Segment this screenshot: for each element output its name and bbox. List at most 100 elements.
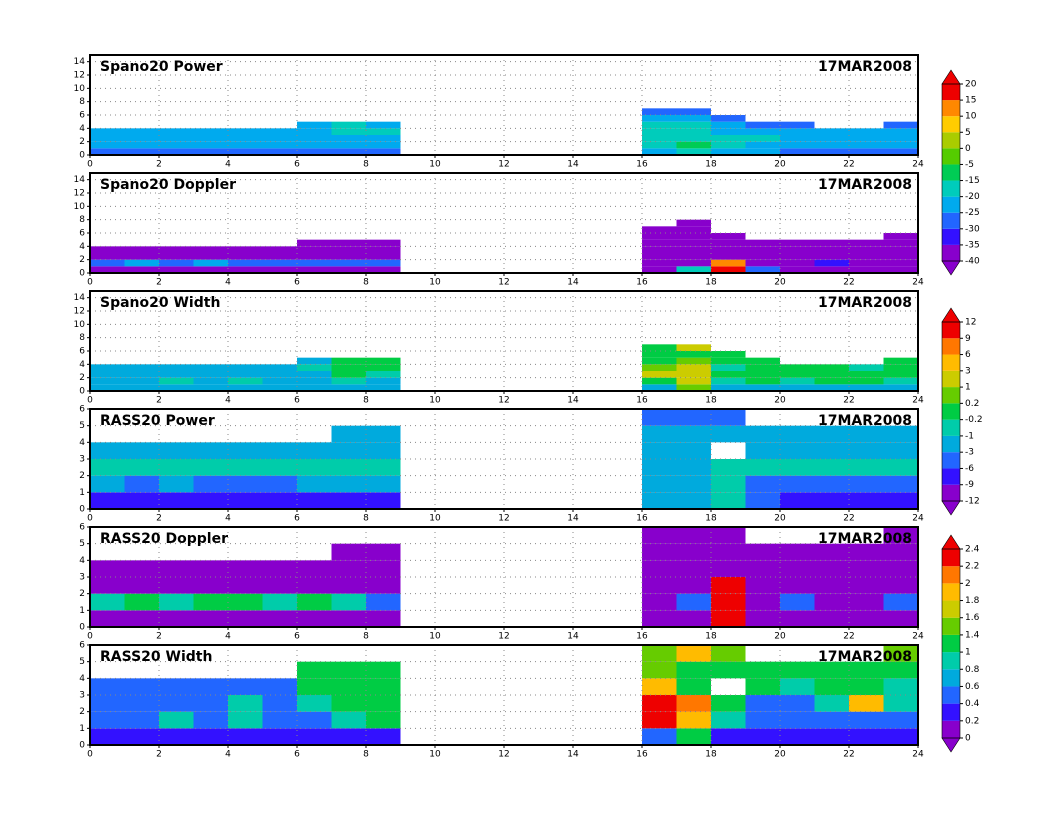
heat-cell	[711, 492, 746, 509]
colorbar-label: 2	[965, 579, 971, 589]
heat-cell	[780, 560, 815, 577]
heat-cell	[366, 141, 401, 149]
heat-cell	[814, 253, 849, 260]
heat-cell	[711, 593, 746, 611]
y-tick-label: 3	[79, 691, 85, 701]
x-tick-label: 12	[498, 278, 509, 288]
colorbar-segment	[942, 370, 960, 388]
heat-cell	[780, 543, 815, 561]
panel-title: RASS20 Power	[100, 413, 215, 429]
x-tick-label: 6	[294, 750, 300, 760]
x-tick-label: 12	[498, 750, 509, 760]
heat-cell	[711, 239, 746, 247]
x-tick-label: 24	[912, 278, 924, 288]
heat-cell	[124, 259, 159, 267]
heat-cell	[366, 246, 401, 253]
x-tick-label: 18	[705, 160, 717, 170]
heat-cell	[297, 148, 332, 155]
x-tick-label: 6	[294, 632, 300, 642]
heat-cell	[331, 128, 366, 135]
heat-cell	[193, 593, 228, 611]
heat-cell	[331, 593, 366, 611]
heat-cell	[124, 593, 159, 611]
x-tick-label: 16	[636, 750, 648, 760]
heat-cell	[745, 135, 780, 142]
heat-cell	[711, 246, 746, 253]
colorbar-label: -40	[965, 257, 980, 267]
colorbar-segment	[942, 322, 960, 339]
heat-cell	[814, 543, 849, 561]
heat-cell	[883, 475, 918, 493]
heat-cell	[228, 442, 263, 459]
heat-cell	[366, 121, 401, 129]
y-tick-label: 14	[74, 293, 86, 303]
y-tick-label: 8	[79, 97, 85, 107]
colorbar-label: 6	[965, 350, 971, 360]
heat-cell	[676, 344, 711, 351]
heat-cell	[262, 695, 297, 712]
heat-cell	[745, 141, 780, 149]
heat-cell	[849, 695, 884, 712]
colorbar-segment	[942, 116, 960, 133]
heat-cell	[297, 253, 332, 260]
x-tick-label: 4	[225, 278, 231, 288]
heat-cell	[676, 357, 711, 365]
heat-cell	[331, 678, 366, 695]
heat-cell	[642, 475, 677, 493]
heat-cell	[711, 728, 746, 745]
heat-cell	[297, 593, 332, 611]
heat-cell	[297, 377, 332, 385]
heat-cell	[849, 678, 884, 695]
heat-cell	[711, 148, 746, 155]
heat-cell	[297, 695, 332, 712]
heat-cell	[262, 377, 297, 385]
x-tick-label: 18	[705, 632, 717, 642]
heat-cell	[124, 492, 159, 509]
heat-cell	[780, 577, 815, 594]
heat-cell	[780, 377, 815, 385]
y-tick-label: 0	[79, 505, 85, 515]
heat-cell	[297, 560, 332, 577]
heat-cell	[124, 711, 159, 729]
heat-cell	[814, 728, 849, 745]
colorbar-extend	[941, 260, 961, 276]
y-tick-label: 3	[79, 455, 85, 465]
y-tick-label: 1	[79, 606, 85, 616]
heat-cell	[366, 357, 401, 365]
heat-cell	[814, 610, 849, 627]
x-tick-label: 6	[294, 160, 300, 170]
heat-cell	[849, 128, 884, 135]
colorbar-segment	[942, 387, 960, 404]
heat-cell	[676, 246, 711, 253]
heat-cell	[331, 442, 366, 459]
heat-cell	[159, 678, 194, 695]
heat-cell	[331, 577, 366, 594]
heat-cell	[366, 266, 401, 273]
colorbar-frame	[941, 548, 961, 739]
heat-cell	[124, 128, 159, 135]
x-tick-label: 20	[774, 160, 786, 170]
heat-cell	[745, 459, 780, 476]
heat-cell	[745, 239, 780, 247]
heat-cell	[745, 384, 780, 391]
x-tick-label: 16	[636, 160, 648, 170]
x-tick-label: 10	[429, 278, 441, 288]
heat-cell	[297, 610, 332, 627]
heat-cell	[849, 711, 884, 729]
heat-cell	[676, 371, 711, 378]
heat-cell	[814, 364, 849, 371]
heat-cell	[297, 475, 332, 493]
heat-cell	[193, 377, 228, 385]
heat-cell	[711, 266, 746, 273]
x-tick-label: 4	[225, 750, 231, 760]
colorbar-segment	[942, 703, 960, 721]
heat-cell	[883, 543, 918, 561]
colorbar-segment	[942, 84, 960, 101]
heat-cell	[642, 384, 677, 391]
colorbar-segment	[942, 468, 960, 485]
heat-cell	[366, 135, 401, 142]
heat-cell	[331, 364, 366, 371]
heat-cell	[228, 678, 263, 695]
heat-cell	[676, 226, 711, 233]
heat-cell	[883, 425, 918, 443]
